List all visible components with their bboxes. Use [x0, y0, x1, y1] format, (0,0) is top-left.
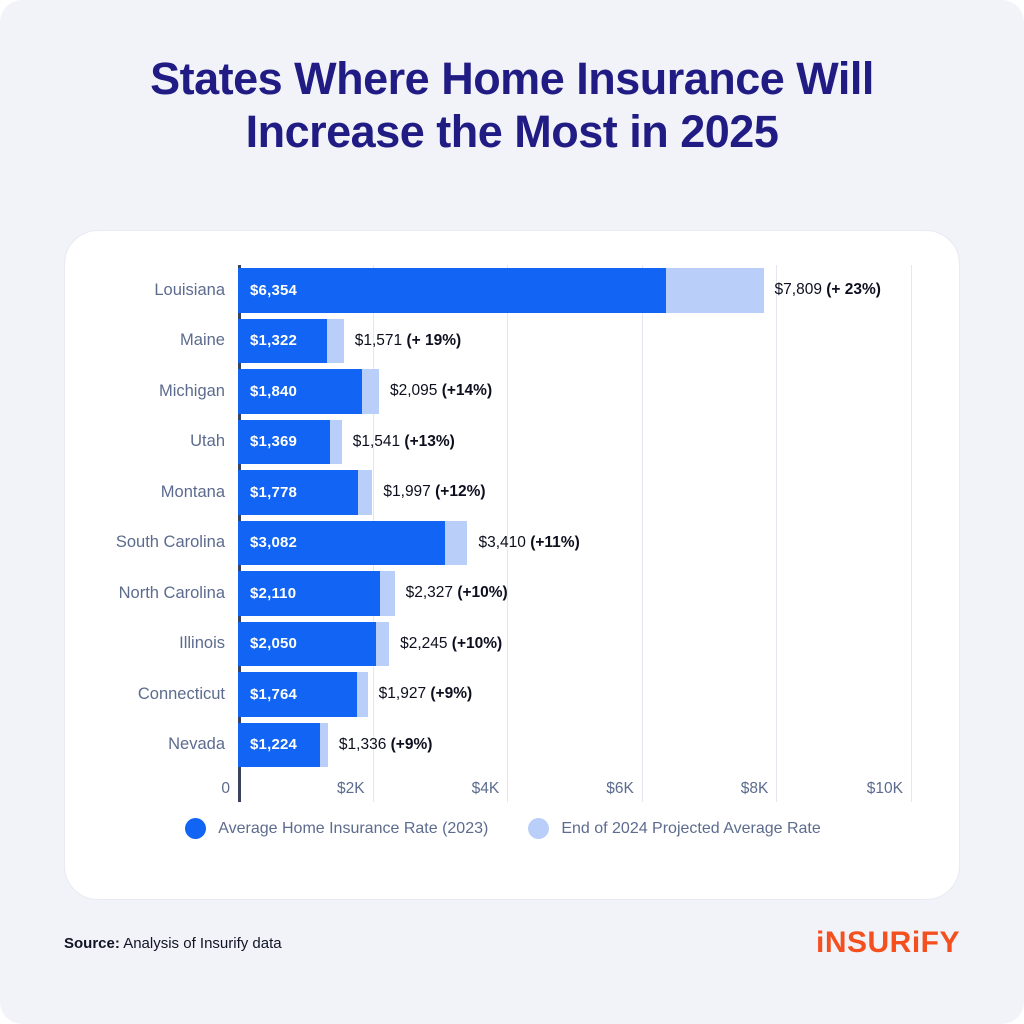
rate-2023-value-label: $1,764 — [250, 685, 298, 703]
projected-value-label: $1,336 (+9%) — [338, 735, 433, 753]
projected-value-label: $2,245 (+10%) — [400, 634, 503, 652]
rate-2023-value-label: $1,840 — [250, 382, 298, 400]
rate-2023-value-label: $6,354 — [250, 281, 298, 299]
footer: Source: Analysis of Insurify data iNSURi… — [64, 926, 960, 960]
legend-label: Average Home Insurance Rate (2023) — [218, 819, 489, 837]
chart-legend: Average Home Insurance Rate (2023) End o… — [95, 818, 911, 839]
chart-row: $1,764 $1,927 (+9%) — [238, 669, 911, 720]
x-tick-label: $2K — [337, 780, 365, 797]
rate-2023-value-label: $1,224 — [250, 736, 298, 754]
projected-value-label: $1,541 (+13%) — [352, 432, 455, 450]
x-tick-label: 0 — [221, 780, 230, 797]
rate-2023-value-label: $2,050 — [250, 635, 298, 653]
rate-2023-value-label: $1,778 — [250, 483, 298, 501]
rate-2023-bar: $1,778 — [238, 470, 358, 515]
chart-row: $1,840 $2,095 (+14%) — [238, 366, 911, 417]
chart-row: $1,778 $1,997 (+12%) — [238, 467, 911, 518]
rate-2023-bar: $2,050 — [238, 621, 376, 666]
gridline — [641, 265, 643, 802]
state-label: North Carolina — [118, 583, 225, 602]
rate-2023-bar: $1,322 — [238, 318, 327, 363]
state-label: Montana — [160, 482, 225, 501]
legend-item-2023-rate: Average Home Insurance Rate (2023) — [185, 818, 488, 839]
state-labels-column: Louisiana Maine Michigan Utah Montana South C… — [95, 265, 238, 802]
x-tick-label: $10K — [866, 780, 903, 797]
projected-value-label: $1,571 (+ 19%) — [354, 331, 462, 349]
rate-2023-value-label: $2,110 — [250, 584, 297, 602]
chart-row: $1,322 $1,571 (+ 19%) — [238, 316, 911, 367]
state-label: Connecticut — [137, 684, 225, 703]
insurify-logo: iNSURiFY — [815, 926, 960, 959]
gridline — [507, 265, 509, 802]
projected-value-label: $7,809 (+ 23%) — [774, 281, 881, 299]
projected-value-label: $1,997 (+12%) — [383, 483, 486, 501]
bar-rows: $6,354 $7,809 (+ 23%) $1,322 $1,571 (+ 19%)… — [238, 265, 911, 770]
x-tick-label: $6K — [606, 780, 634, 797]
state-label: Louisiana — [154, 280, 225, 299]
rate-2023-bar: $1,369 — [238, 419, 331, 464]
chart-row: $3,082 $3,410 (+11%) — [238, 518, 911, 569]
rate-2023-value-label: $1,322 — [250, 332, 298, 350]
source-label: Source: — [64, 934, 120, 952]
projected-value-label: $1,927 (+9%) — [378, 685, 473, 703]
chart-row: $2,110 $2,327 (+10%) — [238, 568, 911, 619]
bar-chart: Louisiana Maine Michigan Utah Montana South C… — [95, 265, 912, 802]
projected-value-label: $2,327 (+10%) — [405, 584, 508, 602]
state-label: Michigan — [158, 381, 225, 400]
rate-2023-bar: $3,082 — [238, 520, 446, 565]
chart-row: $6,354 $7,809 (+ 23%) — [238, 265, 911, 316]
rate-2023-value-label: $1,369 — [250, 433, 298, 451]
legend-dot-dark-blue-icon — [185, 818, 207, 839]
state-label: South Carolina — [115, 533, 225, 552]
chart-row: $1,224 $1,336 (+9%) — [238, 720, 911, 771]
x-axis-ticks: 0 $2K $4K $6K $8K $10K — [221, 772, 911, 802]
rate-2023-bar: $1,840 — [238, 369, 362, 414]
gridline — [911, 265, 912, 802]
legend-item-2024-projected: End of 2024 Projected Average Rate — [528, 818, 821, 839]
gridline — [776, 265, 778, 802]
state-label: Nevada — [168, 735, 225, 754]
state-label: Illinois — [179, 634, 225, 653]
x-tick-label: $8K — [740, 780, 769, 797]
legend-label: End of 2024 Projected Average Rate — [561, 819, 821, 837]
page-title: States Where Home Insurance Will Increas… — [150, 53, 874, 158]
rate-2023-bar: $1,764 — [238, 672, 357, 717]
state-label: Utah — [190, 432, 225, 451]
rate-2023-value-label: $3,082 — [250, 534, 298, 552]
legend-dot-light-blue-icon — [528, 818, 550, 839]
projected-value-label: $2,095 (+14%) — [389, 382, 493, 400]
rate-2023-bar: $6,354 — [238, 268, 666, 313]
projected-value-label: $3,410 (+11%) — [478, 533, 580, 551]
source-text: Analysis of Insurify data — [119, 934, 282, 952]
chart-card: Louisiana Maine Michigan Utah Montana South C… — [64, 230, 960, 900]
rate-2023-bar: $2,110 — [238, 571, 380, 616]
chart-row: $2,050 $2,245 (+10%) — [238, 619, 911, 670]
rate-2023-bar: $1,224 — [238, 722, 321, 767]
source-note: Source: Analysis of Insurify data — [64, 935, 282, 952]
chart-row: $1,369 $1,541 (+13%) — [238, 417, 911, 468]
plot-area: $6,354 $7,809 (+ 23%) $1,322 $1,571 (+ 19%)… — [221, 265, 912, 802]
state-label: Maine — [180, 331, 225, 350]
x-tick-label: $4K — [471, 780, 500, 797]
